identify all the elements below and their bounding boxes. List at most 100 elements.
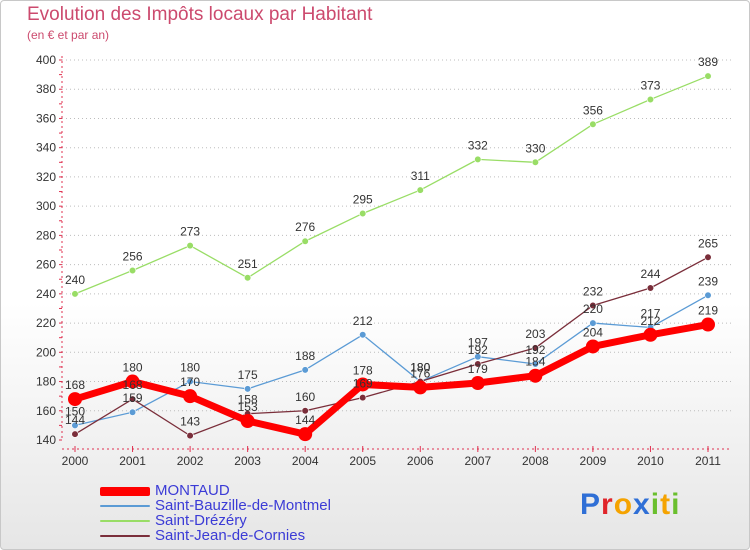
data-label-saint-jean-de-cornies-2001: 168 xyxy=(123,378,143,392)
y-tick-label-360: 360 xyxy=(36,111,56,125)
logo-letter-1: r xyxy=(601,488,614,521)
data-point-saint-bauzille-de-montmel-2001 xyxy=(128,408,137,416)
data-point-saint-dr-z-ry-2000 xyxy=(71,290,79,298)
data-point-saint-dr-z-ry-2006 xyxy=(416,186,424,194)
data-point-saint-jean-de-cornies-2004 xyxy=(301,407,309,415)
data-label-saint-bauzille-de-montmel-2002: 180 xyxy=(180,361,200,375)
data-label-montaud-2003: 153 xyxy=(238,400,258,414)
y-tick-label-240: 240 xyxy=(36,287,56,301)
data-label-saint-dr-z-ry-2001: 256 xyxy=(123,249,143,263)
data-label-saint-jean-de-cornies-2000: 144 xyxy=(65,413,85,427)
data-point-montaud-2003 xyxy=(240,414,255,428)
logo-letter-6: i xyxy=(671,488,681,521)
legend-label-montaud: MONTAUD xyxy=(155,482,230,499)
data-point-saint-dr-z-ry-2002 xyxy=(186,242,194,250)
legend-item-saint-drezery: Saint-Drézéry xyxy=(100,512,420,529)
x-tick-label-2000: 2000 xyxy=(62,454,89,468)
y-tick-label-380: 380 xyxy=(36,82,56,96)
data-label-montaud-2004: 144 xyxy=(295,413,315,427)
data-point-saint-jean-de-cornies-2007 xyxy=(474,360,482,368)
data-label-saint-dr-z-ry-2008: 330 xyxy=(525,141,545,155)
data-label-saint-dr-z-ry-2003: 251 xyxy=(238,257,258,271)
data-label-saint-jean-de-cornies-2009: 232 xyxy=(583,285,603,299)
data-point-saint-dr-z-ry-2004 xyxy=(301,237,309,245)
data-label-saint-jean-de-cornies-2003: 158 xyxy=(238,393,258,407)
data-label-saint-dr-z-ry-2005: 295 xyxy=(353,192,373,206)
data-point-saint-jean-de-cornies-2001 xyxy=(128,395,137,403)
data-label-montaud-2005: 178 xyxy=(353,363,373,377)
data-label-montaud-2010: 212 xyxy=(640,314,660,328)
data-point-montaud-2005 xyxy=(355,377,370,392)
data-point-saint-bauzille-de-montmel-2009 xyxy=(589,319,597,327)
chart-title: Evolution des Impôts locaux par Habitant xyxy=(27,4,373,25)
data-label-montaud-2011: 219 xyxy=(698,304,718,318)
data-label-saint-dr-z-ry-2000: 240 xyxy=(65,273,85,287)
data-label-saint-dr-z-ry-2004: 276 xyxy=(295,220,315,234)
y-tick-label-260: 260 xyxy=(36,258,56,272)
series-line-saint-jean-de-cornies xyxy=(74,256,709,437)
legend-swatch-montaud xyxy=(100,487,150,496)
data-point-saint-bauzille-de-montmel-2011 xyxy=(704,291,712,299)
data-label-saint-jean-de-cornies-2006: 180 xyxy=(410,361,430,375)
proxiti-logo: Proxiti xyxy=(580,488,680,522)
x-tick-label-2007: 2007 xyxy=(464,454,491,468)
data-label-saint-dr-z-ry-2007: 332 xyxy=(468,138,488,152)
data-label-saint-jean-de-cornies-2008: 203 xyxy=(525,327,545,341)
data-label-saint-bauzille-de-montmel-2006: 180 xyxy=(410,361,430,375)
data-point-montaud-2011 xyxy=(701,317,715,332)
data-point-montaud-2002 xyxy=(183,389,198,404)
x-tick-label-2010: 2010 xyxy=(637,454,664,468)
x-tick-label-2009: 2009 xyxy=(580,454,607,468)
data-label-montaud-2001: 180 xyxy=(123,361,143,375)
data-point-montaud-2008 xyxy=(528,368,543,383)
data-label-saint-jean-de-cornies-2010: 244 xyxy=(640,267,660,281)
y-tick-label-400: 400 xyxy=(36,53,56,67)
x-tick-label-2001: 2001 xyxy=(119,454,146,468)
legend-label-saint-drezery: Saint-Drézéry xyxy=(155,512,247,529)
data-label-saint-bauzille-de-montmel-2010: 217 xyxy=(640,306,660,320)
legend: MONTAUD Saint-Bauzille-de-Montmel Saint-… xyxy=(100,482,420,544)
data-label-saint-dr-z-ry-2011: 389 xyxy=(698,55,718,69)
data-label-saint-bauzille-de-montmel-2011: 239 xyxy=(698,274,718,288)
legend-swatch-saint-bauzille xyxy=(100,505,150,507)
data-point-saint-dr-z-ry-2003 xyxy=(244,274,252,282)
data-point-saint-dr-z-ry-2010 xyxy=(646,95,655,104)
y-tick-label-180: 180 xyxy=(36,375,56,389)
data-label-montaud-2002: 170 xyxy=(180,375,200,389)
data-label-saint-jean-de-cornies-2004: 160 xyxy=(295,390,315,404)
data-label-saint-jean-de-cornies-2002: 143 xyxy=(180,415,200,429)
data-label-saint-bauzille-de-montmel-2004: 188 xyxy=(295,349,315,363)
series-line-montaud xyxy=(71,321,712,438)
data-point-saint-bauzille-de-montmel-2004 xyxy=(301,366,309,374)
logo-letter-2: o xyxy=(613,488,634,521)
data-point-saint-jean-de-cornies-2011 xyxy=(704,253,712,261)
data-point-saint-jean-de-cornies-2005 xyxy=(359,394,367,402)
data-point-saint-dr-z-ry-2005 xyxy=(359,209,367,218)
data-point-montaud-2010 xyxy=(643,327,658,342)
y-tick-label-140: 140 xyxy=(36,433,56,447)
data-label-saint-bauzille-de-montmel-2007: 197 xyxy=(468,336,488,350)
data-point-montaud-2004 xyxy=(298,427,313,442)
data-label-saint-bauzille-de-montmel-2008: 192 xyxy=(525,343,545,357)
legend-item-saint-jean: Saint-Jean-de-Cornies xyxy=(100,527,420,544)
data-point-saint-jean-de-cornies-2009 xyxy=(589,301,597,310)
y-tick-label-200: 200 xyxy=(36,345,56,359)
legend-item-saint-bauzille: Saint-Bauzille-de-Montmel xyxy=(100,497,420,514)
data-point-montaud-2000 xyxy=(68,392,82,407)
x-tick-label-2011: 2011 xyxy=(695,454,721,468)
data-label-saint-dr-z-ry-2006: 311 xyxy=(411,169,430,183)
legend-swatch-saint-drezery xyxy=(100,520,150,522)
data-label-saint-bauzille-de-montmel-2009: 220 xyxy=(583,302,603,316)
series-line-saint-dr-z-ry xyxy=(74,75,709,295)
legend-swatch-saint-jean xyxy=(100,535,150,537)
data-label-saint-dr-z-ry-2002: 273 xyxy=(180,225,200,239)
y-tick-label-160: 160 xyxy=(36,404,56,418)
data-point-saint-bauzille-de-montmel-2005 xyxy=(359,331,367,339)
data-point-saint-bauzille-de-montmel-2000 xyxy=(71,421,79,429)
y-tick-label-320: 320 xyxy=(36,170,56,184)
x-tick-label-2006: 2006 xyxy=(407,454,434,468)
data-point-saint-bauzille-de-montmel-2003 xyxy=(244,385,252,393)
data-label-saint-bauzille-de-montmel-2000: 150 xyxy=(65,404,85,418)
data-label-montaud-2007: 179 xyxy=(468,362,488,376)
